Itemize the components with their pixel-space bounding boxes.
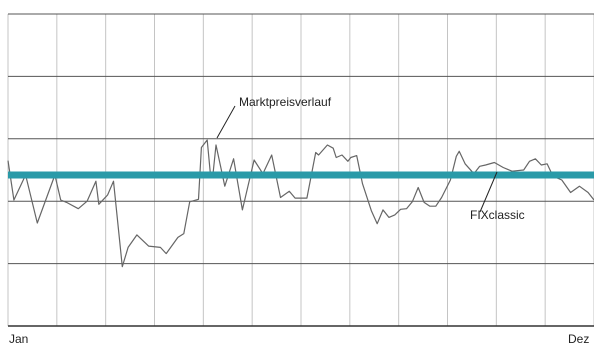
x-tick-label-end: Dez	[568, 332, 589, 346]
x-axis: Jan Dez	[8, 326, 594, 346]
market-annotation-leader	[217, 106, 235, 138]
market-annotation-label: Marktpreisverlauf	[239, 95, 332, 109]
grid	[8, 14, 594, 326]
annotation-layer: Marktpreisverlauf FIXclassic	[217, 95, 525, 222]
fix-annotation-label: FIXclassic	[470, 208, 525, 222]
x-tick-label-start: Jan	[9, 332, 28, 346]
